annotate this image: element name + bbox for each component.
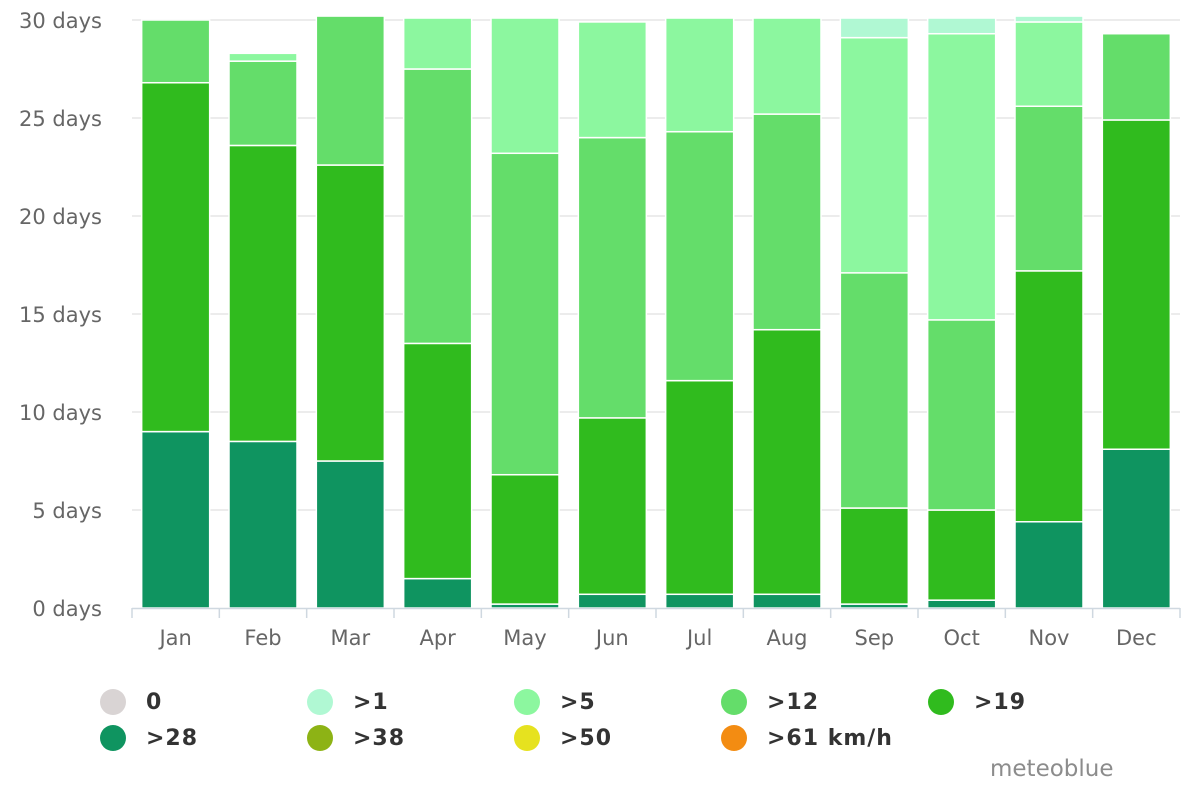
bar-segment — [752, 328, 822, 596]
y-tick-label: 25 days — [19, 107, 102, 131]
bar-segment — [926, 509, 997, 601]
x-tick-label: Aug — [766, 626, 807, 650]
x-tick-label: Jul — [685, 626, 712, 650]
bar-segment — [1101, 448, 1172, 609]
legend-label: >5 — [560, 689, 596, 715]
legend-swatch — [514, 689, 540, 715]
bar-segment — [315, 164, 386, 462]
bar-segment — [839, 272, 910, 509]
bar-segment — [664, 130, 735, 382]
bar-segment — [926, 319, 997, 511]
bar-segment — [402, 577, 473, 609]
bar-segment — [315, 15, 386, 166]
x-tick-label: Oct — [944, 626, 980, 650]
credit-text: meteoblue — [990, 756, 1114, 782]
bar-segment — [490, 152, 560, 476]
bar-segment — [577, 417, 648, 596]
bar-segment — [1014, 270, 1084, 523]
legend-label: >28 — [146, 725, 199, 751]
bar-segment — [1014, 21, 1084, 107]
legend-swatch — [307, 725, 333, 751]
legend-item[interactable]: >12 — [721, 684, 819, 720]
y-tick-label: 20 days — [19, 205, 102, 229]
bar-segment — [315, 460, 386, 609]
bar-segment — [839, 36, 910, 274]
y-tick-label: 0 days — [32, 597, 102, 621]
y-tick-label: 5 days — [32, 499, 102, 523]
legend-label: >50 — [560, 725, 613, 751]
bar-segment — [140, 81, 211, 433]
legend: 0 >1 >5 >12 >19 >28 >38 >50 >61 km/h — [100, 684, 1140, 764]
legend-label: >38 — [353, 725, 406, 751]
bar-segment — [926, 17, 997, 35]
legend-item[interactable]: >38 — [307, 720, 405, 756]
legend-swatch — [307, 689, 333, 715]
legend-swatch — [514, 725, 540, 751]
bar-segment — [140, 19, 211, 84]
bar-segment — [839, 507, 910, 605]
legend-item[interactable]: >28 — [100, 720, 198, 756]
bar-segment — [577, 593, 648, 609]
bar-segment — [752, 17, 822, 115]
legend-item[interactable]: >61 km/h — [721, 720, 893, 756]
x-tick-label: Nov — [1029, 626, 1070, 650]
bar-segment — [752, 113, 822, 331]
bar-segment — [839, 17, 910, 39]
y-tick-label: 10 days — [19, 401, 102, 425]
legend-item[interactable]: >5 — [514, 684, 596, 720]
bar-segment — [490, 473, 560, 605]
bar-segment — [1014, 105, 1084, 272]
bar-segment — [577, 21, 648, 139]
legend-swatch — [100, 725, 126, 751]
bar-segment — [402, 17, 473, 70]
gridlines — [132, 19, 1180, 511]
legend-label: >61 km/h — [767, 725, 893, 751]
legend-swatch — [721, 689, 747, 715]
wind-speed-chart: 0 days 5 days 10 days 15 days 20 days 25 days… — [19, 9, 1181, 650]
legend-label: >19 — [974, 689, 1027, 715]
bar-segment — [402, 342, 473, 580]
bar-segment — [140, 430, 211, 609]
legend-label: >12 — [767, 689, 820, 715]
bar-segment — [664, 17, 735, 133]
x-tick-label: Mar — [331, 626, 371, 650]
y-tick-label: 15 days — [19, 303, 102, 327]
x-tick-label: Jan — [157, 626, 191, 650]
bar-segment — [664, 379, 735, 596]
legend-item[interactable]: >1 — [307, 684, 389, 720]
bar-segment — [228, 440, 298, 609]
bar-segment — [1101, 32, 1172, 121]
bar-segment — [402, 68, 473, 345]
legend-item[interactable]: >19 — [928, 684, 1026, 720]
legend-label: 0 — [146, 689, 163, 715]
bar-segment — [1014, 15, 1084, 23]
bar-segment — [577, 136, 648, 419]
x-tick-label: May — [503, 626, 546, 650]
axes: 0 days 5 days 10 days 15 days 20 days 25 days… — [19, 9, 1181, 650]
legend-swatch — [928, 689, 954, 715]
x-tick-label: Sep — [855, 626, 895, 650]
bar-segment — [926, 599, 997, 609]
bar-segment — [926, 32, 997, 321]
bar-segment — [752, 593, 822, 609]
y-tick-label: 30 days — [19, 9, 102, 33]
bars — [140, 15, 1172, 609]
bar-segment — [664, 593, 735, 609]
bar-segment — [1014, 521, 1084, 609]
bar-segment — [228, 60, 298, 147]
legend-item[interactable]: >50 — [514, 720, 612, 756]
legend-label: >1 — [353, 689, 389, 715]
legend-swatch — [100, 689, 126, 715]
legend-swatch — [721, 725, 747, 751]
bar-segment — [228, 52, 298, 62]
bar-segment — [490, 17, 560, 155]
bar-segment — [1101, 119, 1172, 450]
bar-segment — [228, 144, 298, 443]
legend-item[interactable]: 0 — [100, 684, 162, 720]
x-tick-label: Feb — [244, 626, 281, 650]
x-tick-label: Jun — [594, 626, 629, 650]
x-tick-label: Dec — [1116, 626, 1157, 650]
x-tick-label: Apr — [419, 626, 456, 650]
